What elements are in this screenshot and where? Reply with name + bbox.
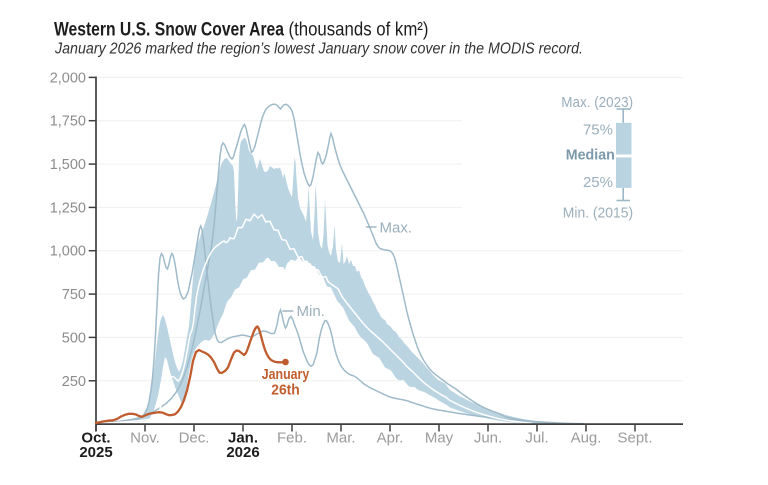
svg-text:1,750: 1,750	[50, 114, 86, 130]
svg-text:Oct.: Oct.	[81, 430, 110, 447]
svg-text:Western U.S. Snow Cover Area: Western U.S. Snow Cover Area	[54, 20, 284, 41]
svg-text:Dec.: Dec.	[179, 430, 210, 447]
svg-text:Mar.: Mar.	[326, 430, 355, 447]
svg-text:January: January	[262, 366, 310, 383]
svg-text:500: 500	[62, 330, 86, 346]
svg-text:Median: Median	[566, 147, 615, 164]
svg-text:1,000: 1,000	[50, 244, 86, 260]
svg-text:Sept.: Sept.	[617, 430, 652, 447]
svg-text:1,500: 1,500	[50, 157, 86, 173]
svg-text:26th: 26th	[271, 382, 300, 399]
svg-text:Min.: Min.	[297, 303, 325, 320]
svg-text:2,000: 2,000	[50, 70, 86, 86]
svg-text:Jan.: Jan.	[228, 430, 258, 447]
svg-text:750: 750	[62, 287, 86, 303]
svg-text:Nov.: Nov.	[130, 430, 160, 447]
svg-text:January 2026 marked the region: January 2026 marked the region’s lowest …	[54, 41, 583, 58]
svg-text:25%: 25%	[583, 174, 613, 191]
svg-text:Apr.: Apr.	[377, 430, 404, 447]
svg-text:Aug.: Aug.	[571, 430, 602, 447]
svg-text:250: 250	[62, 374, 86, 390]
svg-text:2025: 2025	[79, 444, 112, 461]
svg-text:75%: 75%	[583, 122, 613, 139]
svg-text:Jul.: Jul.	[525, 430, 548, 447]
svg-text:Feb.: Feb.	[277, 430, 307, 447]
svg-text:2026: 2026	[226, 444, 259, 461]
svg-text:May: May	[425, 430, 454, 447]
svg-text:Min. (2015): Min. (2015)	[563, 205, 633, 222]
svg-text:1,250: 1,250	[50, 200, 86, 216]
svg-text:Max.: Max.	[380, 220, 413, 237]
svg-text:Jun.: Jun.	[474, 430, 502, 447]
svg-text:(thousands of km²): (thousands of km²)	[289, 20, 429, 41]
svg-text:Max. (2023): Max. (2023)	[561, 94, 633, 111]
